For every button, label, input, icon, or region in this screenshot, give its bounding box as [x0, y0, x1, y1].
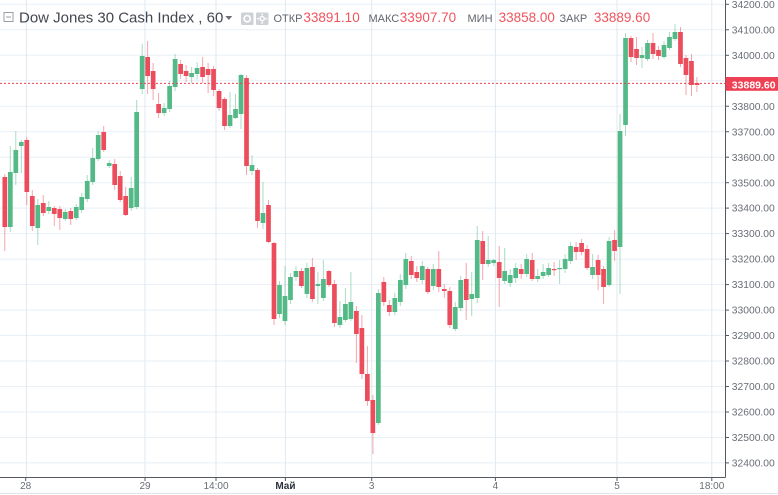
svg-text:34000.00: 34000.00	[732, 51, 775, 62]
svg-text:ЗАКР: ЗАКР	[560, 13, 588, 25]
svg-text:33400.00: 33400.00	[732, 204, 775, 215]
svg-text:34100.00: 34100.00	[732, 25, 775, 36]
svg-text:ОТКР: ОТКР	[274, 13, 303, 25]
svg-text:33700.00: 33700.00	[732, 127, 775, 138]
svg-text:32700.00: 32700.00	[732, 382, 775, 393]
svg-text:Dow Jones 30 Cash Index , 60: Dow Jones 30 Cash Index , 60	[19, 10, 223, 27]
svg-text:33600.00: 33600.00	[732, 153, 775, 164]
svg-text:33889.60: 33889.60	[594, 10, 650, 25]
svg-text:33889.60: 33889.60	[732, 79, 776, 91]
svg-text:32600.00: 32600.00	[732, 408, 775, 419]
svg-text:32900.00: 32900.00	[732, 331, 775, 342]
svg-text:34200.00: 34200.00	[732, 0, 775, 11]
svg-text:18:00: 18:00	[699, 481, 724, 492]
svg-text:28: 28	[20, 481, 32, 492]
svg-text:3: 3	[369, 481, 375, 492]
svg-text:32400.00: 32400.00	[732, 459, 775, 470]
svg-text:33907.70: 33907.70	[400, 10, 456, 25]
svg-text:4: 4	[493, 481, 499, 492]
svg-text:32800.00: 32800.00	[732, 357, 775, 368]
svg-text:33800.00: 33800.00	[732, 102, 775, 113]
svg-text:33300.00: 33300.00	[732, 229, 775, 240]
svg-text:Май: Май	[275, 481, 295, 492]
svg-text:33500.00: 33500.00	[732, 178, 775, 189]
svg-text:МИН: МИН	[468, 13, 493, 25]
svg-text:33100.00: 33100.00	[732, 280, 775, 291]
svg-text:33858.00: 33858.00	[499, 10, 555, 25]
svg-text:МАКС: МАКС	[369, 13, 400, 25]
svg-text:33000.00: 33000.00	[732, 306, 775, 317]
svg-text:33891.10: 33891.10	[303, 10, 359, 25]
svg-text:5: 5	[614, 481, 620, 492]
svg-text:14:00: 14:00	[203, 481, 228, 492]
svg-text:32500.00: 32500.00	[732, 433, 775, 444]
svg-text:33200.00: 33200.00	[732, 255, 775, 266]
svg-text:29: 29	[139, 481, 151, 492]
